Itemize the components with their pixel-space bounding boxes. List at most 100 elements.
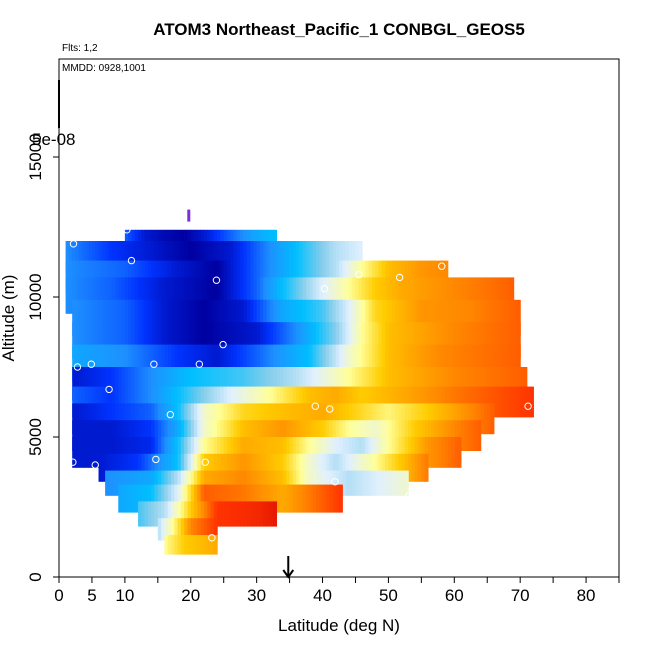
heatmap-cell [424, 344, 429, 381]
heatmap-cell [451, 344, 455, 381]
heatmap-cell [460, 322, 465, 359]
heatmap-cell [101, 386, 106, 418]
heatmap-cell [118, 344, 123, 381]
heatmap-cell [194, 403, 198, 435]
heatmap-cell [151, 299, 156, 337]
heatmap-cell [401, 386, 406, 418]
heatmap-cell [118, 367, 123, 401]
heatmap-cell [138, 322, 142, 359]
heatmap-cell [408, 299, 413, 337]
heatmap-cell [325, 386, 330, 418]
heatmap-cell [256, 277, 261, 314]
heatmap-cell [246, 386, 251, 418]
heatmap-cell [259, 420, 264, 451]
heatmap-cell [250, 386, 254, 418]
heatmap-cell [329, 241, 334, 275]
heatmap-cell [171, 518, 175, 541]
heatmap-cell [276, 484, 281, 513]
heatmap-cell [111, 403, 116, 435]
heatmap-cell [365, 470, 370, 496]
heatmap-cell [207, 437, 212, 468]
heatmap-cell [230, 453, 235, 482]
heatmap-cell [207, 386, 212, 418]
heatmap-cell [151, 386, 156, 418]
heatmap-cell [378, 403, 383, 435]
heatmap-cell [253, 437, 258, 468]
heatmap-cell [124, 403, 129, 435]
heatmap-cell [358, 299, 363, 337]
heatmap-cell [335, 453, 340, 482]
sample-point [208, 534, 216, 542]
heatmap-cell [233, 277, 238, 314]
heatmap-cell [217, 367, 222, 401]
heatmap-cell [223, 484, 228, 513]
heatmap-cell [144, 322, 149, 359]
heatmap-cell [187, 470, 192, 496]
heatmap-cell [355, 241, 360, 275]
heatmap-cell [269, 501, 274, 527]
heatmap-cell [256, 344, 261, 381]
heatmap-cell [75, 437, 80, 468]
heatmap-cell [203, 420, 208, 451]
heatmap-cell [319, 386, 324, 418]
heatmap-cell [302, 344, 307, 381]
heatmap-cell [124, 420, 129, 451]
heatmap-cell [263, 453, 268, 482]
heatmap-cell [121, 299, 126, 337]
sample-point [201, 458, 209, 466]
heatmap-cell [220, 453, 225, 482]
heatmap-cell [144, 386, 149, 418]
heatmap-cell [306, 241, 310, 275]
heatmap-cell [348, 453, 353, 482]
heatmap-cell [128, 344, 133, 381]
heatmap-cell [292, 453, 297, 482]
heatmap-cell [385, 437, 390, 468]
heatmap-cell [98, 299, 103, 337]
y-axis-label: Altitude (m) [0, 275, 18, 362]
heatmap-cell [115, 299, 119, 337]
heatmap-cell [279, 403, 284, 435]
heatmap-cell [131, 367, 136, 401]
heatmap-cell [408, 437, 413, 468]
heatmap-cell [243, 453, 248, 482]
heatmap-cell [223, 241, 228, 275]
heatmap-cell [230, 367, 235, 401]
heatmap-cell [95, 277, 100, 314]
heatmap-cell [444, 299, 449, 337]
heatmap-cell [124, 299, 129, 337]
heatmap-cell [395, 367, 399, 401]
heatmap-cell [477, 299, 482, 337]
heatmap-cell [108, 386, 113, 418]
heatmap-cell [197, 403, 202, 435]
heatmap-cell [118, 420, 123, 451]
heatmap-cell [220, 386, 225, 418]
heatmap-cell [213, 403, 218, 435]
heatmap-cell [309, 470, 314, 496]
heatmap-cell [259, 501, 264, 527]
heatmap-cell [329, 344, 334, 381]
heatmap-cell [411, 403, 416, 435]
heatmap-cell [203, 518, 208, 541]
heatmap-layer [65, 209, 534, 555]
heatmap-cell [144, 501, 149, 527]
heatmap-cell [220, 437, 225, 468]
heatmap-cell [460, 344, 465, 381]
heatmap-cell [352, 403, 357, 435]
heatmap-cell [362, 437, 366, 468]
heatmap-cell [259, 453, 264, 482]
heatmap-cell [184, 277, 189, 314]
heatmap-cell [493, 277, 498, 314]
heatmap-cell [368, 403, 373, 435]
heatmap-cell [210, 484, 215, 513]
heatmap-cell [345, 386, 350, 418]
heatmap-cell [256, 453, 261, 482]
heatmap-cell [75, 277, 80, 314]
heatmap-cell [174, 277, 179, 314]
heatmap-cell [391, 470, 396, 496]
heatmap-cell [279, 386, 284, 418]
heatmap-cell [187, 437, 192, 468]
heatmap-cell [194, 518, 198, 541]
heatmap-cell [470, 322, 475, 359]
heatmap-cell [352, 386, 357, 418]
